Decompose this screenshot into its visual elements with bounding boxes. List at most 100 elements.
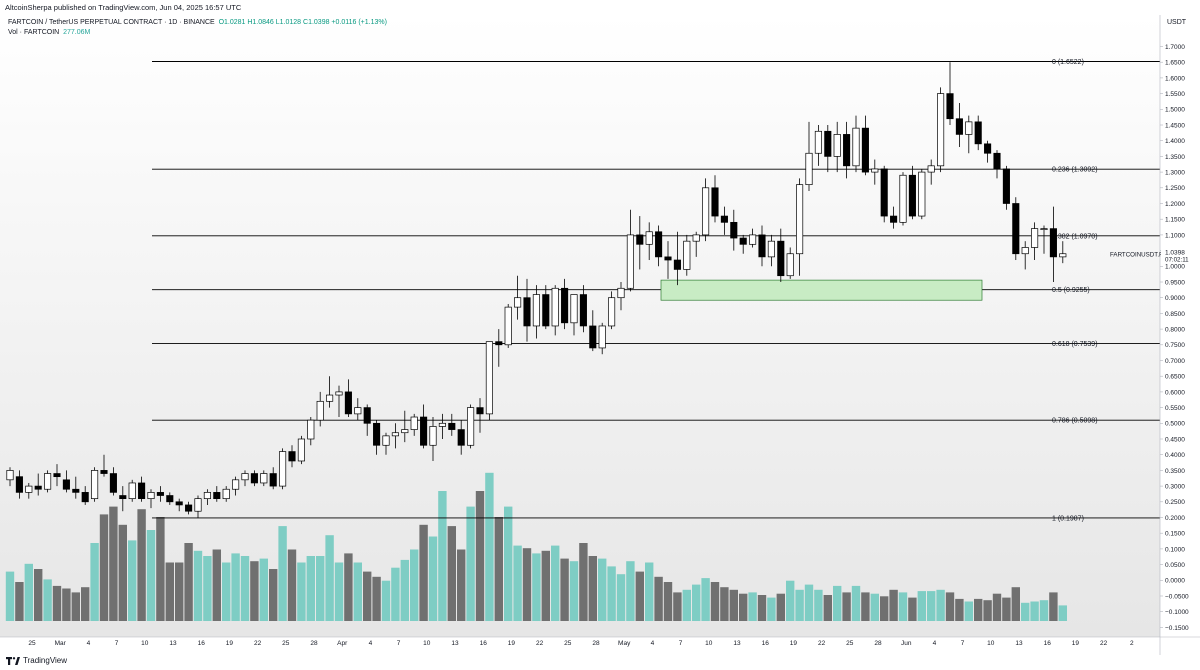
candle-body — [824, 130, 832, 157]
candle-body — [401, 429, 409, 434]
volume-bar — [814, 589, 823, 621]
price-tick-label: 1.5500 — [1165, 91, 1185, 98]
price-tick-label: 1.3500 — [1165, 154, 1185, 161]
volume-bar — [692, 584, 701, 621]
support-zone-layer[interactable] — [660, 279, 983, 301]
volume-bar — [1030, 601, 1039, 621]
time-axis[interactable]: 25 Mar 4 7 10 13 16 19 22 25 28 Apr 4 7 10 13 16 19 22 25 28… — [28, 640, 1134, 647]
countdown-label: 07:02:11 — [1165, 256, 1189, 263]
candle-body — [626, 234, 634, 289]
volume-bar — [475, 491, 485, 621]
volume-bar — [541, 550, 550, 621]
candle-body — [655, 231, 663, 258]
price-tick-label: 0.2000 — [1165, 515, 1185, 522]
price-tick-label: 1.0000 — [1165, 264, 1185, 271]
support-zone[interactable] — [660, 279, 983, 301]
volume-bar — [203, 556, 212, 621]
volume-bar — [504, 506, 513, 621]
price-tick-label: 1.4500 — [1165, 122, 1185, 129]
volume-bar — [5, 571, 15, 621]
price-tick-label: 1.2000 — [1165, 201, 1185, 208]
volume-bar — [833, 585, 842, 621]
price-axis[interactable]: 1.7000 1.6500 1.6000 1.5500 1.5000 1.4500 1.40… — [1110, 44, 1200, 632]
volume-bar — [316, 556, 325, 621]
fib-level-label: 0.618 (0.7539) — [1052, 341, 1098, 348]
time-tick-label: 4 — [87, 640, 91, 647]
volume-bar — [175, 562, 184, 621]
candle-body — [1021, 247, 1029, 255]
candles — [6, 62, 1067, 518]
volume-bar — [598, 558, 607, 621]
candle-body — [128, 482, 136, 500]
current-price-box[interactable] — [1161, 247, 1200, 263]
candle-body — [1040, 228, 1048, 230]
volume-bar — [729, 589, 738, 621]
time-tick-label: Mar — [55, 640, 67, 647]
candle-body — [852, 127, 860, 167]
price-tick-label: 0.0500 — [1165, 562, 1185, 569]
volume-bar — [908, 597, 917, 621]
volume-bar — [62, 588, 71, 621]
volume-bar — [626, 561, 635, 621]
candle-body — [523, 297, 531, 327]
volume-bar — [334, 562, 344, 621]
volume-bar — [851, 585, 861, 621]
candle-body — [833, 134, 841, 157]
volume-bar — [269, 569, 278, 621]
price-tick-label: 0.3000 — [1165, 484, 1185, 491]
time-tick-label: 10 — [987, 640, 995, 647]
price-tick-label: 0.1500 — [1165, 531, 1185, 538]
candle-body — [608, 297, 616, 327]
price-tick-label: 0.7000 — [1165, 358, 1185, 365]
price-tick-label: −0.1500 — [1165, 625, 1189, 632]
volume-bar — [795, 589, 804, 621]
candle-body — [44, 473, 52, 490]
volume-bar — [757, 595, 767, 621]
time-tick-label: 22 — [818, 640, 826, 647]
time-tick-label: 2 — [1130, 640, 1134, 647]
candle-body — [683, 240, 691, 270]
tradingview-logo-icon — [6, 656, 20, 665]
candle-body — [429, 426, 437, 446]
volume-bar — [410, 549, 419, 621]
volume-bar — [1039, 600, 1049, 621]
candle-body — [222, 488, 230, 500]
volume-bar — [861, 592, 870, 621]
volume-bar — [428, 536, 438, 621]
candle-body — [570, 294, 578, 324]
volume-bar — [560, 558, 569, 621]
volume-bar — [43, 579, 52, 621]
time-tick-label: 19 — [1072, 640, 1080, 647]
candlestick-chart[interactable]: 0 (1.6522) 0.236 (1.3092) 0.382 (1.0970) 0.… — [0, 15, 1200, 655]
candle-body — [1049, 228, 1057, 258]
candle-body — [250, 473, 258, 484]
candle-body — [946, 93, 954, 120]
currency-label[interactable]: USDT — [1167, 19, 1187, 26]
volume-bar — [287, 549, 297, 621]
volume-bar — [776, 593, 785, 621]
candle-body — [908, 174, 916, 217]
candle-body — [448, 422, 456, 430]
volume-bar — [579, 543, 588, 621]
fib-level-label: 0.5 (0.9255) — [1052, 287, 1090, 294]
price-tick-label: 0.9500 — [1165, 279, 1185, 286]
volume-bar — [1011, 587, 1020, 621]
candle-body — [53, 473, 61, 478]
volume-bars — [5, 472, 1067, 621]
volume-bar — [363, 571, 372, 621]
candle-body — [1012, 203, 1020, 255]
chart-area[interactable]: 0 (1.6522) 0.236 (1.3092) 0.382 (1.0970) 0.… — [0, 15, 1200, 655]
candle-body — [984, 143, 992, 154]
candle-body — [542, 294, 550, 327]
candle-body — [438, 422, 446, 427]
candle-body — [119, 495, 127, 500]
candle-body — [81, 492, 89, 503]
candle-body — [617, 287, 625, 299]
price-tick-label: 0.0000 — [1165, 578, 1185, 585]
volume-bar — [99, 514, 109, 621]
price-tick-label: 0.3500 — [1165, 468, 1185, 475]
volume-bar — [1049, 592, 1058, 621]
candle-body — [749, 234, 757, 245]
volume-bar — [1021, 602, 1030, 621]
price-tick-label: 1.1000 — [1165, 232, 1185, 239]
